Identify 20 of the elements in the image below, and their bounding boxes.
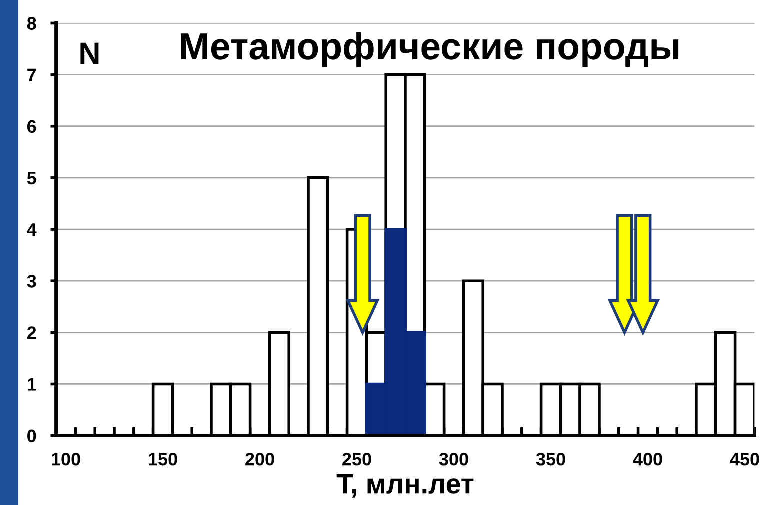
y-tick-label: 7 xyxy=(28,68,36,82)
x-tick-label: 250 xyxy=(342,452,372,466)
x-tick-label: 350 xyxy=(536,452,566,466)
x-tick-label: 400 xyxy=(633,452,662,466)
x-tick-label: 150 xyxy=(149,452,178,466)
x-tick-label: 200 xyxy=(246,452,274,466)
x-tick-label: 100 xyxy=(52,452,80,466)
y-tick-label: 3 xyxy=(27,275,36,288)
y-tick-label: 6 xyxy=(27,120,36,134)
x-axis-title: T, млн.лет xyxy=(336,474,474,498)
y-axis-title: N xyxy=(80,42,99,64)
y-tick-label: 1 xyxy=(28,378,36,391)
y-tick-label: 8 xyxy=(27,17,36,30)
x-tick-label: 450 xyxy=(730,452,760,466)
y-tick-label: 2 xyxy=(27,326,36,340)
y-tick-label: 0 xyxy=(28,430,36,443)
x-tick-label: 300 xyxy=(439,452,468,466)
y-tick-label: 4 xyxy=(27,224,37,236)
y-tick-label: 5 xyxy=(27,172,36,185)
chart-title: Метаморфические породы xyxy=(181,32,679,68)
